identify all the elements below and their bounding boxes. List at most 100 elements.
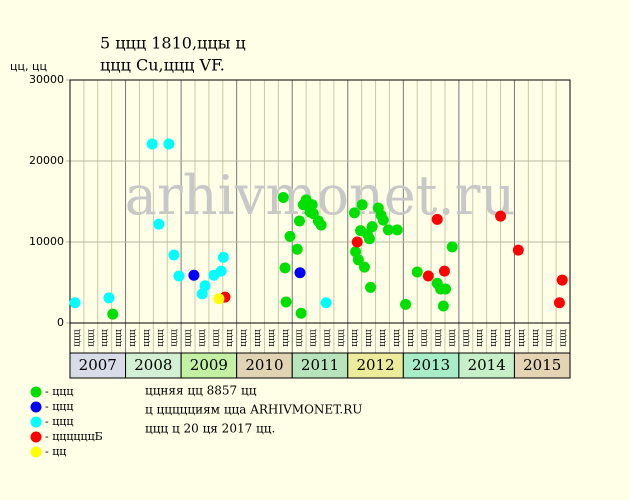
x-sublabel: ццц [281, 329, 291, 347]
x-sublabel: ццц [434, 329, 444, 347]
x-sublabel: ццц [503, 329, 513, 347]
point [391, 224, 403, 236]
x-sublabel: ццц [336, 329, 346, 347]
x-sublabel: ццц [86, 329, 96, 347]
x-sublabel: ццц [350, 329, 360, 347]
y-tick-label: 20000 [29, 154, 64, 167]
note: ц ццццциям цца ARHIVMONET.RU [145, 403, 362, 417]
point [306, 199, 318, 211]
legend-label: - ццццццБ [45, 430, 103, 443]
point [356, 199, 368, 211]
point [382, 224, 394, 236]
x-sublabel: ццц [364, 329, 374, 347]
x-sublabel: ццц [475, 329, 485, 347]
x-sublabel: ццц [170, 329, 180, 347]
point [365, 281, 377, 293]
legend-marker [30, 401, 42, 413]
point [553, 297, 565, 309]
y-tick-label: 30000 [29, 73, 64, 86]
y-tick-label: 10000 [29, 235, 64, 248]
y-tick-label: 0 [57, 316, 64, 329]
plot-border [69, 79, 571, 324]
year-label: 2009 [190, 356, 228, 374]
x-sublabel: ццц [420, 329, 430, 347]
point [277, 191, 289, 203]
legend-marker [30, 446, 42, 458]
point [284, 230, 296, 242]
point [280, 296, 292, 308]
point [107, 308, 119, 320]
point [422, 270, 434, 282]
point [556, 274, 568, 286]
point [320, 297, 332, 309]
year-label: 2010 [245, 356, 283, 374]
year-band [236, 352, 293, 379]
point [363, 233, 375, 245]
point [431, 213, 443, 225]
x-sublabel: ццц [559, 329, 569, 347]
year-label: 2008 [134, 356, 172, 374]
x-sublabel: ццц [225, 329, 235, 347]
year-band [69, 352, 127, 379]
point [103, 292, 115, 304]
point [146, 138, 158, 150]
x-sublabel: ццц [545, 329, 555, 347]
point [163, 138, 175, 150]
x-sublabel: ццц [211, 329, 221, 347]
point [291, 243, 303, 255]
point [351, 236, 363, 248]
x-sublabel: ццц [378, 329, 388, 347]
year-label: 2012 [356, 356, 394, 374]
note: ццц ц 20 ця 2017 цц. [145, 422, 275, 436]
point [294, 267, 306, 279]
point [173, 270, 185, 282]
point [153, 218, 165, 230]
point [213, 293, 225, 305]
point [215, 265, 227, 277]
point [352, 254, 364, 266]
x-sublabel: ццц [100, 329, 110, 347]
x-sublabel: ццц [322, 329, 332, 347]
point [366, 221, 378, 233]
x-sublabel: ццц [253, 329, 263, 347]
year-label: 2013 [412, 356, 450, 374]
point [446, 241, 458, 253]
point [217, 251, 229, 263]
x-sublabel: ццц [392, 329, 402, 347]
x-sublabel: ццц [184, 329, 194, 347]
chart-title: 5 ццц 1810,ццы ц [100, 34, 246, 53]
x-sublabel: ццц [517, 329, 527, 347]
year-band [125, 352, 182, 379]
point [293, 215, 305, 227]
point [199, 280, 211, 292]
legend-label: - ццц [45, 415, 73, 428]
point [348, 207, 360, 219]
x-sublabel: ццц [406, 329, 416, 347]
year-label: 2015 [523, 356, 561, 374]
note: ццняя цц 8857 цц [145, 384, 257, 398]
legend-label: - ццц [45, 400, 73, 413]
point [411, 266, 423, 278]
year-band [513, 352, 571, 379]
x-sublabel: ццц [114, 329, 124, 347]
x-sublabel: ццц [239, 329, 249, 347]
x-sublabel: ццц [295, 329, 305, 347]
legend-label: - ццц [45, 385, 73, 398]
chart-subtitle: ццц Cu,ццц VF. [100, 56, 225, 75]
legend-marker [30, 416, 42, 428]
legend-marker [30, 431, 42, 443]
x-sublabel: ццц [489, 329, 499, 347]
x-sublabel: ццц [72, 329, 82, 347]
point [512, 244, 524, 256]
point [295, 307, 307, 319]
x-sublabel: ццц [309, 329, 319, 347]
x-sublabel: ццц [531, 329, 541, 347]
y-axis-label: цц, цц [10, 60, 47, 73]
year-band [402, 352, 460, 379]
point [495, 210, 507, 222]
x-sublabel: ццц [197, 329, 207, 347]
year-band [458, 352, 515, 379]
point [377, 214, 389, 226]
point [437, 300, 449, 312]
